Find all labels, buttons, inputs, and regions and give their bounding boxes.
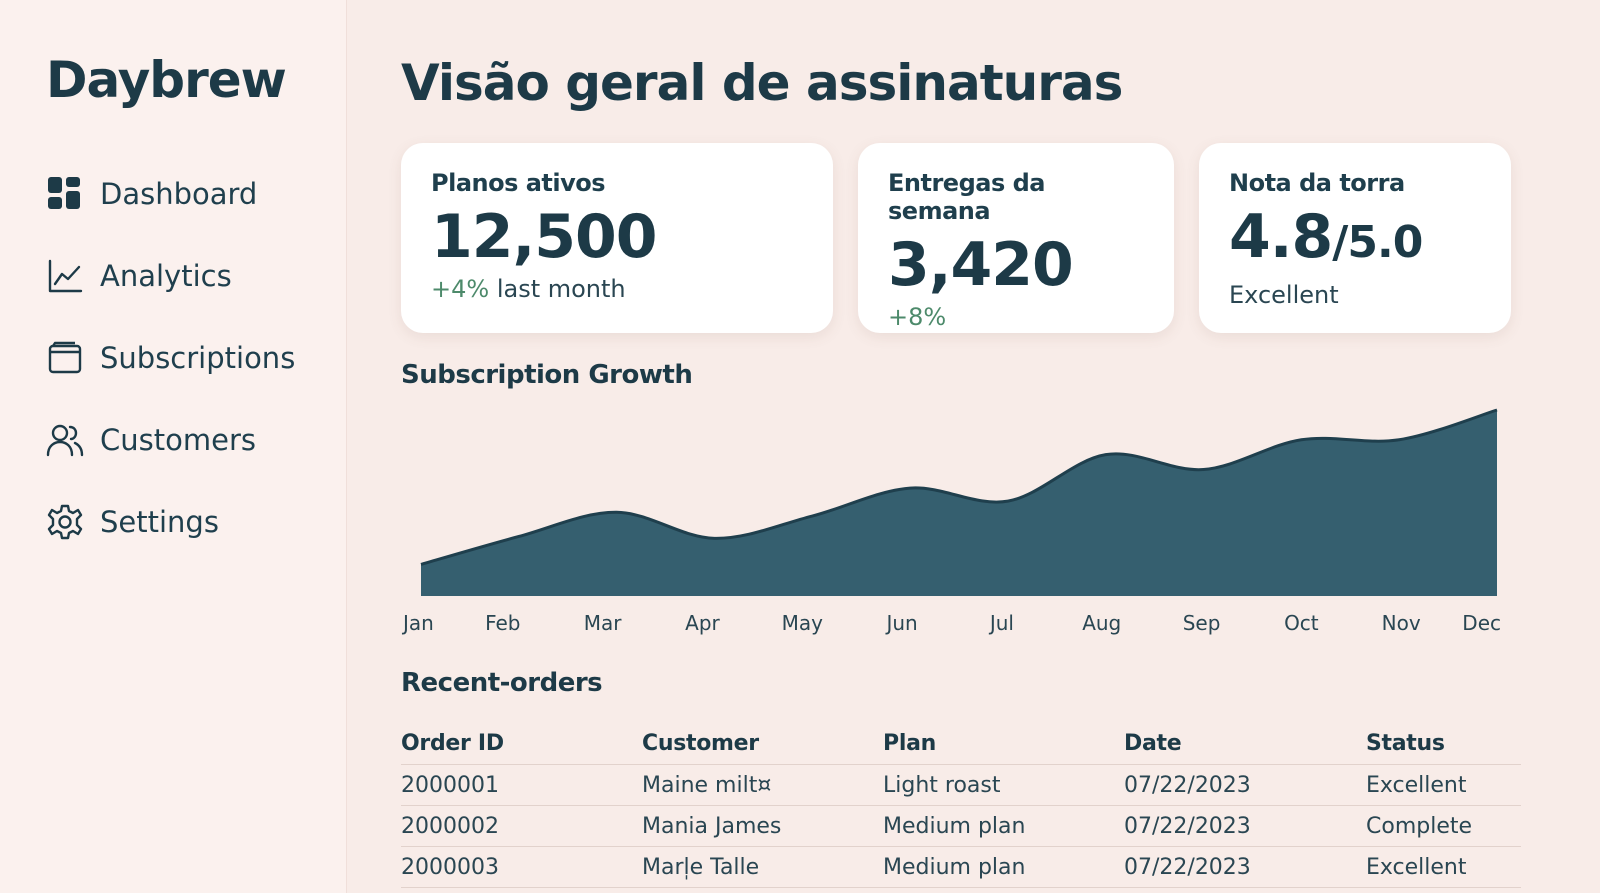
rating-scale: /5.0 (1332, 217, 1423, 268)
stat-card-active-plans: Planos ativos 12,500 +4% last month (401, 143, 833, 333)
area-series-line (420, 408, 1498, 566)
x-axis-tick-label: Jan (401, 611, 434, 635)
stat-card-caption: Excellent (1229, 281, 1339, 309)
stat-card-label: Planos ativos (431, 169, 606, 197)
x-axis-tick-label: Feb (485, 611, 520, 635)
sidebar-item-label: Customers (100, 423, 256, 457)
page-title: Visão geral de assinaturas (401, 54, 1123, 112)
column-header-order-id[interactable]: Order ID (401, 722, 642, 765)
line-chart-icon (46, 257, 84, 295)
status-cell: Excellent (1366, 846, 1521, 888)
x-axis-tick-label: Nov (1382, 611, 1421, 635)
sidebar-item-label: Subscriptions (100, 341, 296, 375)
subscription-growth-chart: Jan Feb Mar Apr May Jun Jul Aug Sep Oct Nov Dec (401, 408, 1501, 635)
sidebar-item-analytics[interactable]: Analytics (46, 256, 346, 296)
stat-card-label: Nota da torra (1229, 169, 1405, 197)
x-axis-tick-label: Jul (988, 611, 1014, 635)
order-id-cell: 2000003 (401, 846, 642, 888)
x-axis-tick-label: Mar (584, 611, 623, 635)
stat-card-subtext: +4% last month (431, 275, 803, 303)
stat-card-subtext: Excellent (1229, 281, 1481, 309)
date-cell: 07/22/2023 (1124, 846, 1366, 888)
x-axis-tick-label: Jun (884, 611, 917, 635)
plan-cell: Medium plan (883, 805, 1124, 847)
table-row[interactable]: 2000003 Marl̩e Talle Medium plan 07/22/2… (401, 846, 1521, 888)
stat-card-delta: +4% (431, 275, 490, 303)
chart-section-title: Subscription Growth (401, 360, 693, 390)
sidebar-item-label: Analytics (100, 259, 232, 293)
users-icon (46, 421, 84, 459)
date-cell: 07/22/2023 (1124, 764, 1366, 806)
order-id-cell: 2000002 (401, 805, 642, 847)
plan-cell: Light roast (883, 764, 1124, 806)
area-series-fill (421, 410, 1497, 596)
table-header-row: Order ID Customer Plan Date Status (401, 722, 1521, 765)
stat-card-delta: +8% (888, 303, 947, 331)
recent-orders-title: Recent-orders (401, 668, 603, 698)
customer-cell: Maine milt¤ (642, 764, 883, 806)
x-axis-tick-label: Apr (685, 611, 720, 635)
x-axis-tick-label: Dec (1462, 611, 1501, 635)
dashboard-grid-icon (46, 175, 84, 213)
column-header-customer[interactable]: Customer (642, 722, 883, 765)
stat-card-value: 4.8/5.0 (1229, 201, 1481, 279)
column-header-date[interactable]: Date (1124, 722, 1366, 765)
stat-card-value: 3,420 (888, 230, 1074, 300)
table-row[interactable]: 2000002 Mania James Medium plan 07/22/20… (401, 805, 1521, 847)
sidebar-item-dashboard[interactable]: Dashboard (46, 174, 346, 214)
stat-card-weekly-deliveries: Entregas da semana 3,420 +8% (858, 143, 1174, 333)
recent-orders-table: Order ID Customer Plan Date Status 20000… (401, 722, 1521, 888)
rating-value: 4.8 (1229, 202, 1333, 272)
x-axis-tick-label: May (782, 611, 824, 635)
status-cell: Excellent (1366, 764, 1521, 806)
sidebar-item-customers[interactable]: Customers (46, 420, 346, 460)
column-header-status[interactable]: Status (1366, 722, 1521, 765)
customer-cell: Mania James (642, 805, 883, 847)
stat-card-caption: last month (489, 275, 626, 303)
sidebar-item-label: Dashboard (100, 177, 258, 211)
x-axis-tick-label: Oct (1284, 611, 1319, 635)
wallet-icon (46, 339, 84, 377)
plan-cell: Medium plan (883, 846, 1124, 888)
order-id-cell: 2000001 (401, 764, 642, 806)
stat-card-label: Entregas da semana (888, 169, 1045, 225)
gear-icon (46, 503, 84, 541)
status-cell: Complete (1366, 805, 1521, 847)
x-axis-tick-label: Aug (1082, 611, 1121, 635)
date-cell: 07/22/2023 (1124, 805, 1366, 847)
stat-card-value: 12,500 (431, 202, 658, 272)
customer-cell: Marl̩e Talle (642, 846, 883, 888)
brand-logo[interactable]: Daybrew (46, 51, 287, 109)
column-header-plan[interactable]: Plan (883, 722, 1124, 765)
sidebar-item-label: Settings (100, 505, 219, 539)
stat-card-subtext: +8% (888, 303, 1144, 331)
sidebar: Daybrew Dashboard Analytics (0, 0, 347, 893)
table-row[interactable]: 2000001 Maine milt¤ Light roast 07/22/20… (401, 764, 1521, 806)
main-content: Visão geral de assinaturas Planos ativos… (347, 0, 1600, 893)
x-axis-tick-label: Sep (1183, 611, 1221, 635)
sidebar-item-subscriptions[interactable]: Subscriptions (46, 338, 346, 378)
stat-card-roast-rating: Nota da torra 4.8/5.0 Excellent (1199, 143, 1511, 333)
sidebar-item-settings[interactable]: Settings (46, 502, 346, 542)
